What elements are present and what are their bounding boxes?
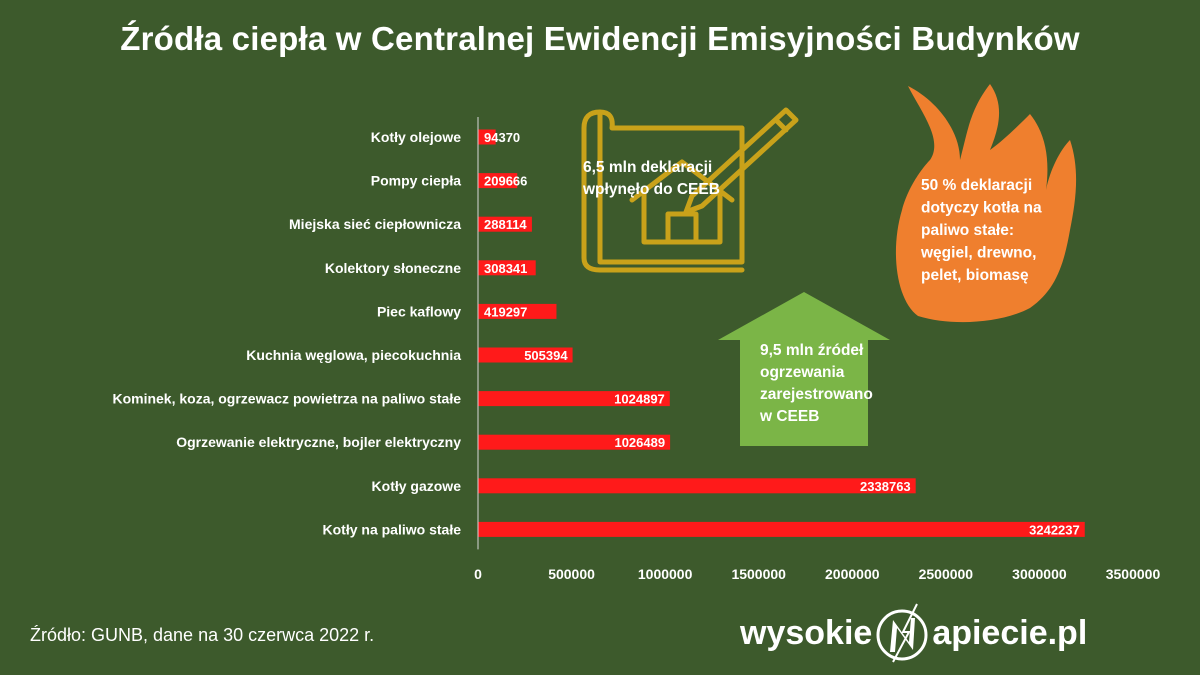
annotation-line: 6,5 mln deklaracji bbox=[583, 159, 712, 176]
annotation-line: 9,5 mln źródeł bbox=[760, 342, 864, 359]
lightning-logo-icon bbox=[876, 603, 928, 663]
x-tick-label: 1000000 bbox=[638, 566, 693, 582]
data-label: 1026489 bbox=[614, 435, 665, 450]
solid-fuel-annotation: 50 % deklaracji dotyczy kotła na paliwo st… bbox=[920, 177, 1042, 284]
data-label: 288114 bbox=[484, 217, 527, 232]
data-label: 3242237 bbox=[1029, 522, 1080, 537]
category-label: Kolektory słoneczne bbox=[325, 260, 461, 276]
pencil-shape bbox=[683, 107, 799, 215]
bar bbox=[478, 347, 573, 363]
logo-text-left: wysokie bbox=[740, 613, 873, 652]
category-label: Pompy ciepła bbox=[371, 173, 461, 189]
x-axis: 0 500000 1000000 1500000 2000000 2500000 30000… bbox=[474, 117, 1160, 582]
data-label: 505394 bbox=[524, 348, 568, 363]
annotation-line: 50 % deklaracji bbox=[921, 177, 1032, 194]
x-tick-label: 1500000 bbox=[731, 566, 786, 582]
bar bbox=[478, 173, 518, 189]
bar bbox=[478, 216, 532, 232]
annotation-line: zarejestrowano bbox=[760, 386, 873, 403]
bar bbox=[478, 303, 557, 319]
data-label: 2338763 bbox=[860, 479, 911, 494]
x-tick-label: 3500000 bbox=[1106, 566, 1161, 582]
annotation-line: węgiel, drewno, bbox=[920, 245, 1036, 262]
x-tick-label: 0 bbox=[474, 566, 482, 582]
category-label: Piec kaflowy bbox=[377, 303, 461, 319]
x-tick-label: 2500000 bbox=[919, 566, 974, 582]
category-label: Kotły olejowe bbox=[371, 129, 461, 145]
house-outline bbox=[629, 159, 735, 245]
bars-group bbox=[478, 129, 1085, 537]
bar bbox=[478, 521, 1085, 537]
bar-chart: 6,5 mln deklaracji wpłynęło do CEEB 9,5 m… bbox=[112, 84, 1160, 582]
up-arrow-icon bbox=[718, 292, 890, 446]
category-label: Kominek, koza, ogrzewacz powietrza na pa… bbox=[112, 391, 461, 407]
chart-title: Źródła ciepła w Centralnej Ewidencji Emi… bbox=[120, 20, 1080, 57]
data-label: 419297 bbox=[484, 304, 527, 319]
data-label: 209666 bbox=[484, 174, 527, 189]
bar bbox=[478, 391, 670, 407]
annotation-line: w CEEB bbox=[759, 408, 819, 425]
logo-text-right: apiecie.pl bbox=[932, 613, 1088, 652]
category-labels: Kotły olejowe Pompy ciepła Miejska sieć ci… bbox=[112, 129, 461, 537]
data-label: 308341 bbox=[484, 261, 527, 276]
bar bbox=[478, 129, 496, 145]
source-note: Źródło: GUNB, dane na 30 czerwca 2022 r. bbox=[30, 625, 375, 645]
annotation-line: wpłynęło do CEEB bbox=[582, 181, 720, 198]
declarations-annotation: 6,5 mln deklaracji wpłynęło do CEEB bbox=[582, 159, 720, 198]
annotation-line: pelet, biomasę bbox=[921, 267, 1029, 284]
category-label: Kotły gazowe bbox=[372, 478, 462, 494]
annotation-line: dotyczy kotła na bbox=[921, 200, 1042, 217]
house-blueprint-icon bbox=[581, 107, 799, 273]
annotation-line: paliwo stałe: bbox=[921, 222, 1014, 239]
x-tick-label: 2000000 bbox=[825, 566, 880, 582]
x-tick-label: 500000 bbox=[548, 566, 595, 582]
blueprint-scroll bbox=[581, 109, 745, 273]
site-logo: wysokie apiecie.pl bbox=[740, 598, 1087, 668]
category-label: Kuchnia węglowa, piecokuchnia bbox=[246, 347, 461, 363]
annotation-line: ogrzewania bbox=[760, 364, 845, 381]
category-label: Miejska sieć ciepłownicza bbox=[289, 216, 461, 232]
bar bbox=[478, 434, 671, 450]
data-labels: 94370 209666 288114 308341 419297 505394 10248… bbox=[484, 130, 1080, 537]
data-label: 94370 bbox=[484, 130, 520, 145]
flame-icon bbox=[895, 84, 1077, 323]
category-label: Ogrzewanie elektryczne, bojler elektrycz… bbox=[176, 434, 461, 450]
category-label: Kotły na paliwo stałe bbox=[323, 521, 462, 537]
bar bbox=[478, 478, 916, 494]
bar bbox=[478, 260, 536, 276]
x-tick-label: 3000000 bbox=[1012, 566, 1067, 582]
sources-annotation: 9,5 mln źródeł ogrzewania zarejestrowano w … bbox=[759, 342, 873, 425]
data-label: 1024897 bbox=[614, 392, 665, 407]
